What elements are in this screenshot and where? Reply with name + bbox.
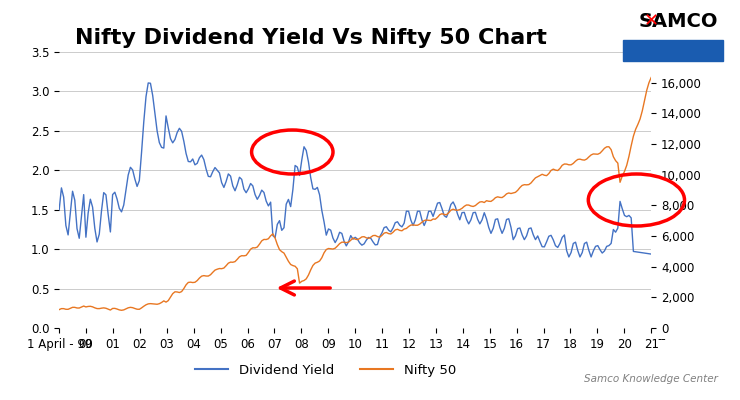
Text: Nifty Dividend Yield Vs Nifty 50 Chart: Nifty Dividend Yield Vs Nifty 50 Chart (75, 28, 547, 48)
Legend: Dividend Yield, Nifty 50: Dividend Yield, Nifty 50 (190, 358, 461, 382)
Text: Samco Knowledge Center: Samco Knowledge Center (584, 374, 718, 384)
Text: SAMCO: SAMCO (639, 12, 718, 31)
Text: ✕: ✕ (644, 12, 659, 30)
Text: THE WEALTHY HABIT: THE WEALTHY HABIT (629, 46, 718, 55)
Text: --: -- (657, 334, 666, 346)
